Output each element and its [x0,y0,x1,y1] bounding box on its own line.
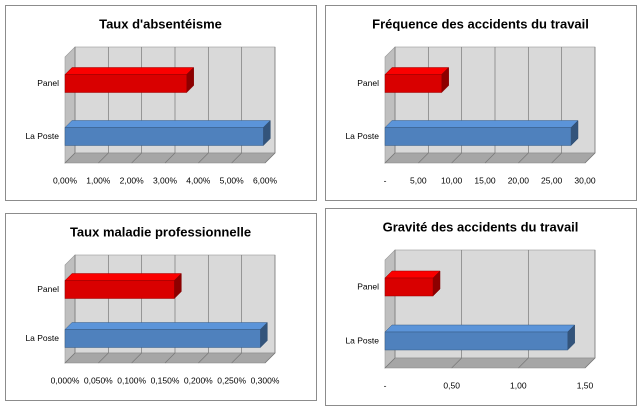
floor-grid-line [64,152,76,164]
x-tick-label: 0,00% [53,175,78,185]
category-label: La Poste [25,333,59,343]
floor-grid-line [264,352,276,364]
bar [384,324,576,351]
chart-panel: Taux maladie professionnelle 0,000% 0,050%… [5,213,317,401]
floor-grid-line [198,152,209,164]
floor-grid-line [264,152,276,164]
x-tick-label: 6,00% [253,175,278,185]
bar-top [64,322,268,330]
category-label: La Poste [345,335,379,345]
category-label: Panel [37,78,59,88]
x-tick-label: 3,00% [153,175,178,185]
bar [384,270,441,297]
floor-grid-line [131,352,142,364]
floor-grid-line [198,352,209,364]
floor-grid-line [231,352,242,364]
chart-title: Taux maladie professionnelle [70,224,251,239]
chart-panel: Taux d'absentéisme 0,00% 1,00% 2,00% 3,00% 4,… [5,5,317,201]
floor-grid-line [98,352,109,364]
floor-grid-line [518,357,529,369]
floor-grid-line [164,352,176,364]
x-tick-label: 1,50 [577,380,594,390]
bar [64,272,182,300]
x-tick-label: 5,00% [220,175,245,185]
bar [384,66,450,94]
x-tick-label: 0,50 [443,380,460,390]
chart-title: Taux d'absentéisme [99,16,222,31]
chart-panel: Fréquence des accidents du travail - 5,00 1… [325,5,637,201]
category-label: La Poste [345,131,379,141]
x-tick-label: 0,100% [117,375,146,385]
bar-face [384,74,442,93]
chart-panel: Gravité des accidents du travail - 0,50 1,0… [325,208,637,406]
x-tick-label: 0,200% [184,375,213,385]
floor-grid-line [164,152,176,164]
x-tick-label: 1,00 [510,380,527,390]
bar-top [64,273,182,281]
x-tick-label: 0,150% [151,375,180,385]
x-tick-label: 0,300% [251,375,280,385]
x-tick-label: 25,00 [541,175,563,185]
category-label: Panel [37,284,59,294]
x-tick-label: 20,00 [508,175,530,185]
plot-floor [384,357,596,369]
x-tick-label: - [384,380,387,390]
floor-grid-line [451,152,462,164]
category-label: Panel [357,281,379,291]
bar-face [384,127,572,146]
bar-top [384,67,450,75]
x-tick-label: 2,00% [120,175,145,185]
floor-grid-line [384,357,396,369]
chart-title: Gravité des accidents du travail [383,219,579,234]
bar [64,119,271,147]
x-tick-label: 4,00% [186,175,211,185]
x-tick-label: - [384,175,387,185]
category-label: Panel [357,78,379,88]
floor-grid-line [584,152,596,164]
bar-face [64,329,261,348]
x-tick-label: 0,050% [84,375,113,385]
bar-top [384,324,576,333]
bar-face [384,277,434,297]
x-tick-label: 1,00% [86,175,111,185]
floor-grid-line [64,352,76,364]
floor-grid-line [131,152,142,164]
x-tick-label: 15,00 [474,175,496,185]
x-tick-label: 0,250% [217,375,246,385]
floor-grid-line [384,152,396,164]
floor-grid-line [518,152,529,164]
floor-grid-line [98,152,109,164]
floor-grid-line [231,152,242,164]
bar [64,321,268,349]
bar-face [64,74,187,93]
floor-grid-line [584,357,596,369]
bar-top [64,67,195,75]
floor-grid-line [551,152,562,164]
x-tick-label: 30,00 [574,175,596,185]
floor-grid-line [484,152,496,164]
bar-top [384,120,579,128]
floor-grid-line [451,357,462,369]
bar-top [64,120,271,128]
bar-face [64,280,175,299]
bar [384,119,579,147]
x-tick-label: 5,00 [410,175,427,185]
x-tick-label: 0,000% [51,375,80,385]
bar-face [384,331,568,351]
chart-title: Fréquence des accidents du travail [372,16,589,31]
x-tick-label: 10,00 [441,175,463,185]
bar-face [64,127,264,146]
plot-side-wall [384,249,396,369]
bar [64,66,195,94]
floor-grid-line [418,152,429,164]
bar-top [384,270,441,279]
category-label: La Poste [25,131,59,141]
